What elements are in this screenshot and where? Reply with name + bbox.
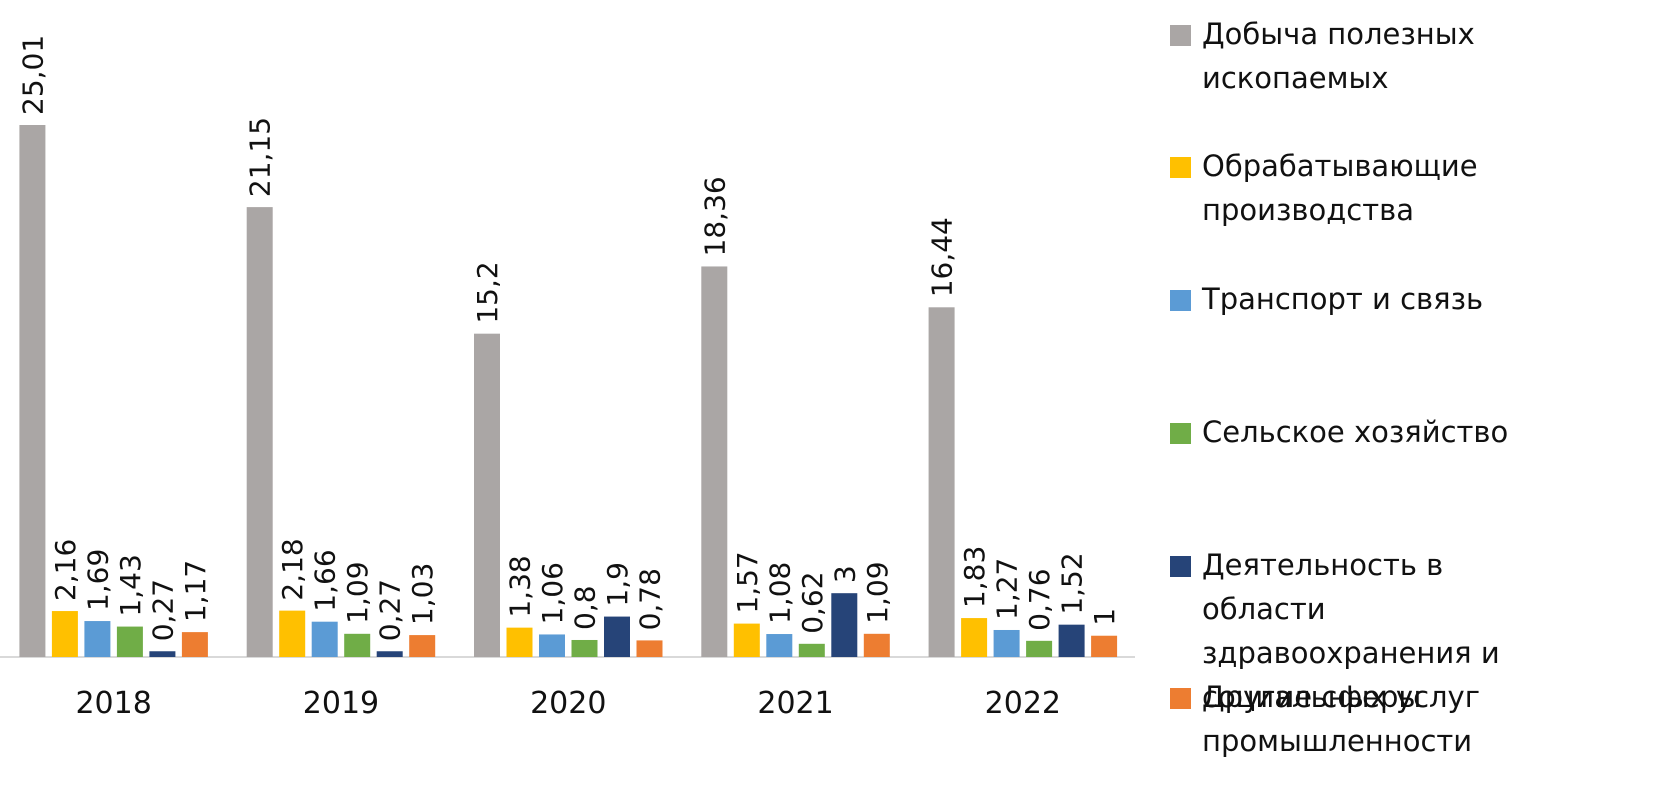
legend-swatch: [1170, 25, 1191, 46]
legend-swatch: [1170, 688, 1191, 709]
legend-item: Другие сферы промышленности: [1170, 675, 1472, 763]
bar: [1026, 640, 1053, 657]
bar: [19, 125, 46, 657]
legend-item: Обрабатывающие производства: [1170, 144, 1490, 232]
legend-item: Деятельность в области здравоохранения и…: [1170, 543, 1570, 719]
bar: [344, 633, 371, 657]
value-label: 1,83: [958, 546, 991, 608]
bar: [506, 627, 533, 657]
bar: [928, 307, 955, 657]
bar: [961, 618, 988, 657]
legend-item: Добыча полезных ископаемых: [1170, 12, 1480, 100]
bar: [84, 621, 111, 657]
bar: [1091, 635, 1118, 657]
value-label: 1,57: [731, 551, 764, 613]
legend-label: Деятельность в области здравоохранения и…: [1202, 548, 1500, 714]
bar: [311, 621, 338, 657]
bar: [604, 616, 630, 657]
value-label: 0,76: [1023, 568, 1056, 630]
value-label: 0,8: [569, 585, 602, 630]
bar: [116, 626, 143, 657]
x-tick-label: 2020: [530, 686, 606, 721]
value-label: 1,43: [114, 554, 147, 616]
legend-swatch: [1170, 290, 1191, 311]
value-label: 1,66: [309, 549, 342, 611]
bar: [149, 651, 176, 657]
bar: [571, 639, 598, 657]
bar: [863, 633, 890, 657]
value-label: 18,36: [698, 176, 731, 256]
value-label: 1,08: [763, 562, 796, 624]
bar: [993, 629, 1020, 657]
value-label: 0,62: [796, 571, 829, 633]
value-label: 0,78: [634, 568, 667, 630]
value-label: 16,44: [926, 217, 959, 297]
value-label: 3: [828, 565, 861, 583]
bar: [246, 207, 273, 657]
bar: [409, 635, 436, 657]
value-label: 1,27: [991, 558, 1024, 620]
value-label: 1,69: [81, 549, 114, 611]
legend-label: Добыча полезных ископаемых: [1202, 17, 1475, 95]
value-label: 0,27: [146, 579, 179, 641]
bar: [701, 266, 728, 657]
bar: [376, 651, 403, 657]
value-label: 1,09: [341, 561, 374, 623]
bar: [831, 593, 858, 657]
value-label: 1,09: [861, 561, 894, 623]
value-label: 0,27: [374, 579, 407, 641]
legend-label: Транспорт и связь: [1202, 282, 1484, 316]
bar: [798, 643, 825, 657]
bar: [539, 634, 565, 657]
legend-swatch: [1170, 556, 1191, 577]
legend-item: Транспорт и связь: [1170, 277, 1650, 321]
value-label: 25,01: [16, 35, 49, 115]
value-label: 1,38: [504, 555, 537, 617]
x-tick-label: 2019: [303, 686, 379, 721]
value-label: 15,2: [471, 261, 504, 323]
value-label: 1: [1088, 608, 1121, 626]
bar: [474, 333, 500, 657]
legend-item: Сельское хозяйство: [1170, 410, 1650, 454]
bar: [279, 610, 306, 657]
x-tick-label: 2022: [985, 686, 1061, 721]
value-label: 21,15: [244, 117, 277, 197]
x-tick-label: 2018: [75, 686, 151, 721]
x-tick-label: 2021: [757, 686, 833, 721]
value-label: 1,17: [179, 560, 212, 622]
value-label: 2,18: [276, 538, 309, 600]
legend-swatch: [1170, 423, 1191, 444]
legend-label: Другие сферы промышленности: [1202, 680, 1473, 758]
bar: [1058, 624, 1085, 657]
legend-label: Обрабатывающие производства: [1202, 149, 1478, 227]
value-label: 1,9: [601, 562, 634, 607]
value-label: 1,52: [1056, 552, 1089, 614]
bar: [766, 634, 793, 657]
value-label: 2,16: [49, 539, 82, 601]
value-label: 1,03: [406, 563, 439, 625]
bar: [181, 632, 208, 657]
bar: [51, 611, 78, 657]
legend-label: Сельское хозяйство: [1202, 415, 1509, 449]
legend-swatch: [1170, 157, 1191, 178]
bar: [636, 640, 663, 657]
bar: [733, 623, 760, 657]
value-label: 1,06: [536, 562, 569, 624]
